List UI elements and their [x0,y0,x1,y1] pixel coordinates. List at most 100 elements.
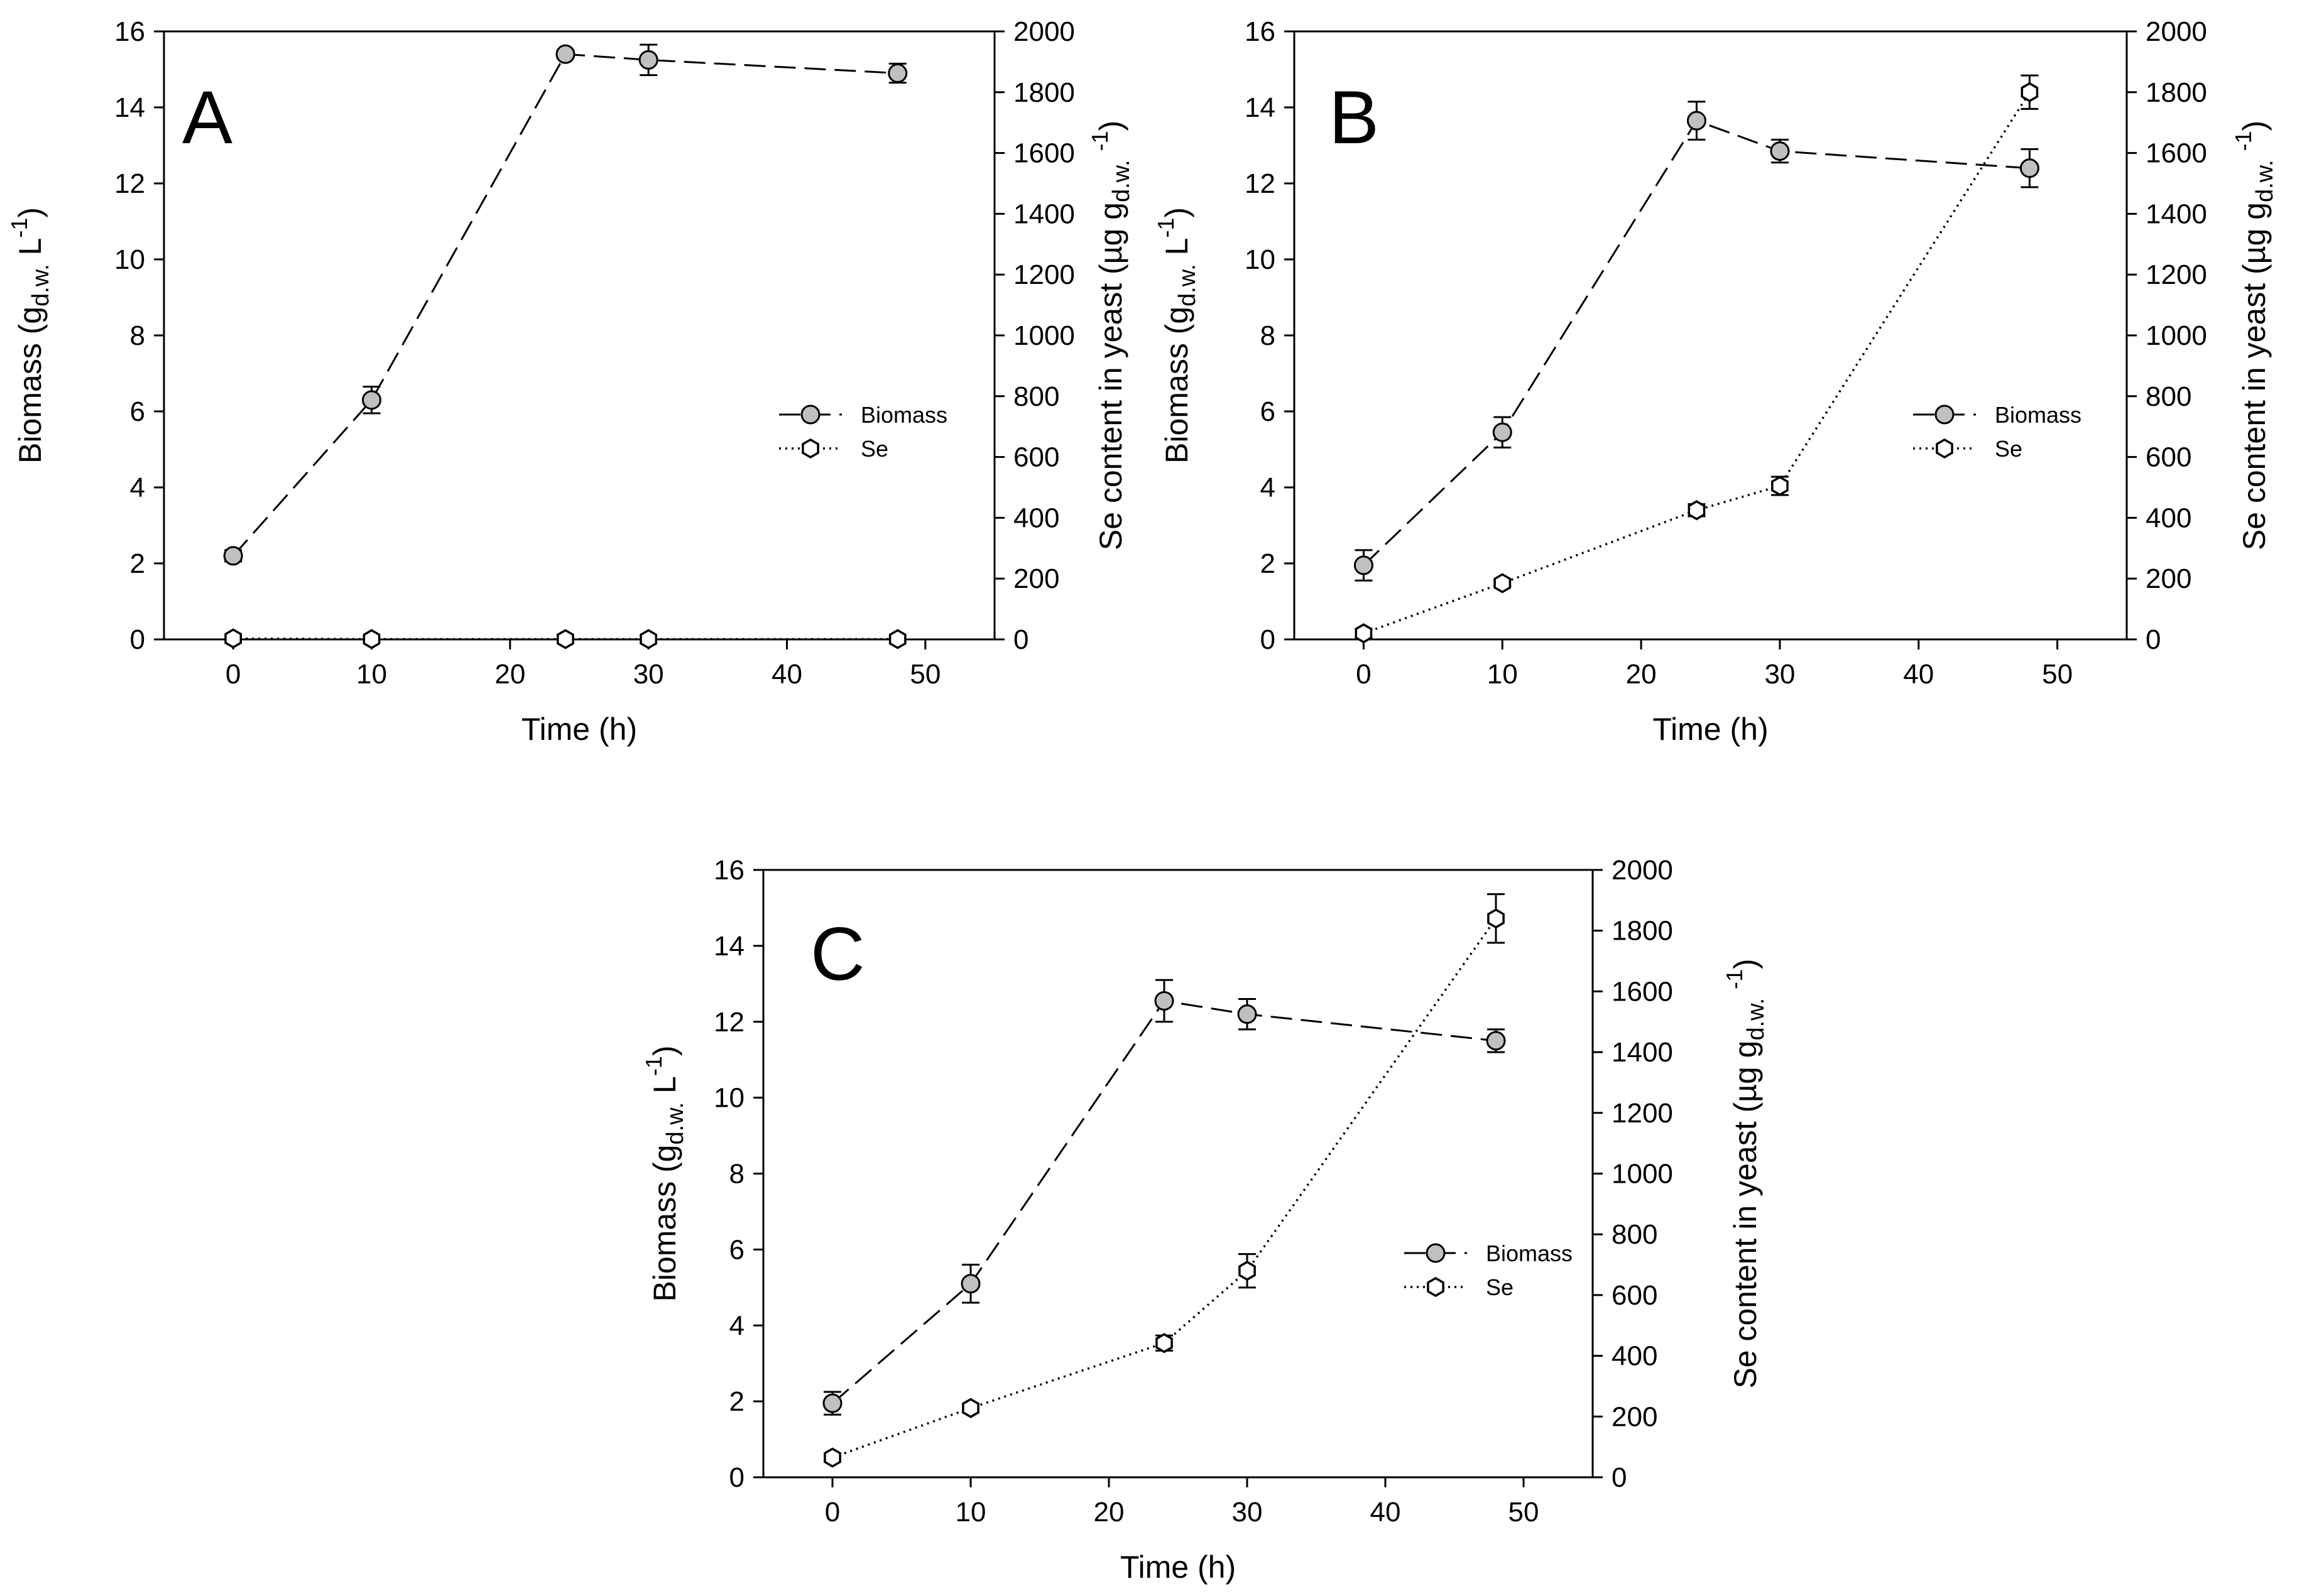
y-right-tick-label: 1200 [2146,259,2207,290]
x-tick-label: 30 [1764,659,1795,690]
y-left-tick-label: 0 [1260,624,1275,655]
chart-panel-a: 0 10 20 30 40 50 0 2 4 6 8 10 12 14 16 0 200 400 600 800 100… [6,16,1135,747]
y-left-tick-label: 4 [729,1310,745,1341]
se-point [1155,1333,1173,1354]
y-right-axis-label: Se content in yeast (µg gd.w. -1) [1087,121,1135,550]
series-biomass [223,43,908,566]
panel-letter: A [182,75,232,160]
y-right-tick-label: 1400 [1013,198,1075,229]
y-right-tick-label: 400 [1612,1341,1657,1372]
se-point [824,1447,841,1468]
y-left-tick-label: 12 [114,168,145,199]
y-left-tick-label: 2 [729,1386,745,1417]
y-left-tick-label: 8 [130,320,145,351]
y-right-tick-label: 1600 [2146,138,2207,169]
y-left-axis-label: Biomass (gd.w. L-1) [1153,207,1201,464]
y-right-tick-label: 1600 [1612,976,1673,1007]
legend-marker-biomass [1934,404,1955,425]
legend-label-biomass: Biomass [1486,1240,1573,1266]
legend-label-biomass: Biomass [1995,402,2081,428]
y-left-tick-label: 0 [729,1462,745,1493]
y-right-tick-label: 200 [1013,563,1059,594]
se-point [557,629,574,649]
legend-label-se: Se [1486,1274,1514,1300]
biomass-point [2019,158,2039,178]
legend-label-se: Se [861,436,888,462]
series-se [1355,74,2039,644]
y-right-tick-label: 800 [1612,1219,1657,1250]
y-right-axis-label: Se content in yeast (µg gd.w. -1) [2230,121,2278,550]
x-tick-label: 50 [2042,659,2073,690]
chart-panel-c: 0 10 20 30 40 50 0 2 4 6 8 10 12 14 16 0 200 400 600 800 100… [641,855,1769,1585]
x-tick-label: 0 [226,659,241,690]
y-right-axis-label: Se content in yeast (µg gd.w. -1) [1721,958,1769,1388]
se-point [888,629,907,649]
y-right-tick-label: 400 [2146,502,2191,533]
x-axis-label: Time (h) [1652,712,1768,747]
y-right-tick-label: 600 [1013,442,1059,473]
y-left-tick-label: 2 [1260,548,1275,579]
legend: Biomass Se [1404,1240,1573,1300]
y-left-axis-label: Biomass (gd.w. L-1) [6,207,54,464]
y-right-tick-label: 800 [1013,381,1059,412]
y-right-tick-label: 2000 [2146,16,2207,47]
y-right-tick-label: 1400 [2146,198,2207,229]
se-point [962,1398,979,1418]
x-tick-label: 10 [956,1497,986,1528]
se-line [1363,91,2031,634]
y-left-tick-label: 10 [1245,244,1275,275]
series-biomass [822,979,1506,1416]
x-tick-label: 40 [1370,1497,1401,1528]
y-right-tick-label: 0 [1612,1462,1627,1493]
biomass-point [1770,141,1790,161]
y-right-tick-label: 1000 [1013,320,1075,351]
biomass-point [961,1274,981,1294]
se-point [2021,82,2039,102]
y-right-tick-label: 600 [2146,442,2191,473]
y-right-tick-label: 800 [2146,381,2191,412]
x-tick-label: 30 [633,659,664,690]
biomass-point [555,44,576,64]
x-tick-label: 40 [772,659,802,690]
biomass-point [822,1393,843,1413]
y-left-tick-label: 10 [714,1083,745,1114]
x-tick-label: 50 [910,659,941,690]
x-tick-label: 10 [356,659,387,690]
se-point [1771,475,1789,496]
biomass-point [1486,1031,1506,1051]
biomass-point [1492,422,1512,442]
y-right-tick-label: 2000 [1013,16,1075,47]
x-tick-label: 10 [1487,659,1518,690]
x-tick-label: 20 [1626,659,1657,690]
y-right-tick-label: 400 [1013,502,1059,533]
y-left-tick-label: 8 [729,1159,745,1190]
biomass-point [1154,991,1174,1011]
se-point [640,629,658,649]
legend-label-biomass: Biomass [861,402,947,428]
legend: Biomass Se [1913,402,2081,462]
y-right-tick-label: 0 [1013,624,1028,655]
series-biomass [1353,100,2039,582]
y-left-tick-label: 14 [114,92,145,123]
se-point [1238,1261,1256,1281]
se-point [1688,500,1706,521]
x-tick-label: 20 [1094,1497,1125,1528]
se-point [1493,573,1512,594]
x-tick-label: 30 [1232,1497,1263,1528]
series-se [224,628,907,649]
y-right-tick-label: 1000 [2146,320,2207,351]
y-right-tick-label: 200 [2146,563,2191,594]
legend-marker-se [802,438,819,459]
y-left-tick-label: 8 [1260,320,1275,351]
x-tick-label: 40 [1903,659,1934,690]
x-tick-label: 20 [494,659,525,690]
y-right-tick-label: 600 [1612,1280,1657,1311]
y-left-tick-label: 2 [130,548,145,579]
panel-letter: C [810,912,865,996]
y-right-tick-label: 1200 [1013,259,1075,290]
y-right-tick-label: 1800 [1013,77,1075,108]
y-left-tick-label: 16 [114,16,145,47]
se-point [1487,908,1505,929]
legend-marker-se [1936,438,1953,459]
